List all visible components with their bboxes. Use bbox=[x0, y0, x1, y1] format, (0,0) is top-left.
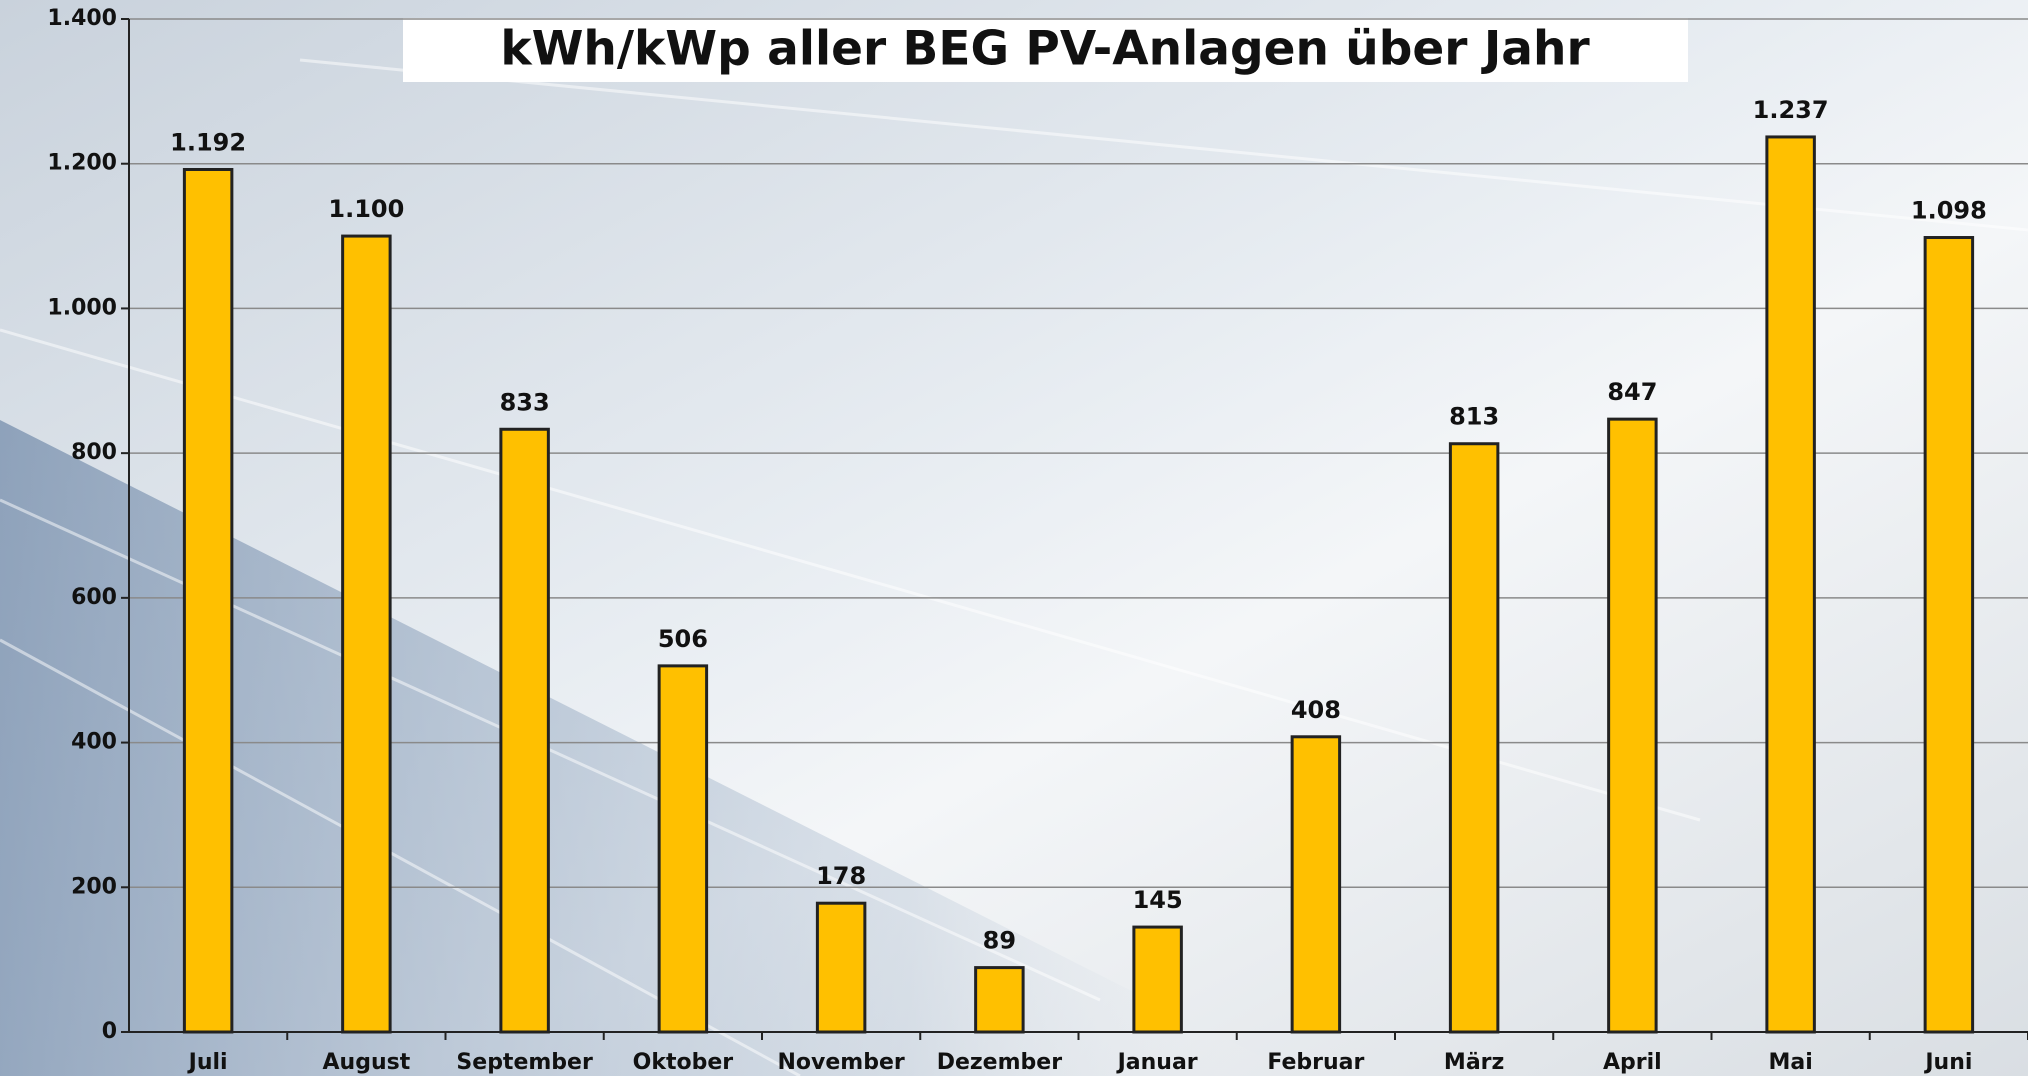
y-tick-label: 200 bbox=[71, 874, 117, 899]
value-label: 1.237 bbox=[1753, 96, 1829, 124]
value-label: 813 bbox=[1449, 403, 1499, 431]
y-tick-label: 800 bbox=[71, 440, 117, 465]
bar bbox=[817, 903, 864, 1032]
value-label: 408 bbox=[1291, 696, 1341, 724]
y-tick-label: 0 bbox=[102, 1019, 117, 1044]
y-tick-label: 600 bbox=[71, 585, 117, 610]
bar bbox=[976, 968, 1023, 1032]
value-label: 145 bbox=[1133, 886, 1183, 914]
bar bbox=[1292, 737, 1339, 1032]
value-label: 506 bbox=[658, 625, 708, 653]
x-tick-label: Dezember bbox=[937, 1050, 1063, 1075]
x-tick-label: Mai bbox=[1768, 1050, 1812, 1075]
x-tick-label: Juli bbox=[187, 1050, 228, 1075]
bar bbox=[1609, 419, 1656, 1032]
value-label: 833 bbox=[500, 388, 550, 416]
bar bbox=[1925, 238, 1972, 1032]
x-tick-label: August bbox=[323, 1050, 411, 1075]
value-label: 1.192 bbox=[170, 129, 246, 157]
bar bbox=[343, 236, 390, 1032]
page: kWh/kWp aller BEG PV-Anlagen über Jahr 0… bbox=[0, 0, 2028, 1076]
x-tick-label: April bbox=[1603, 1050, 1662, 1075]
bar bbox=[659, 666, 706, 1032]
bar bbox=[501, 429, 548, 1032]
x-tick-label: November bbox=[778, 1050, 905, 1075]
x-tick-label: Oktober bbox=[633, 1050, 734, 1075]
y-tick-label: 1.400 bbox=[47, 6, 117, 31]
x-tick-label: Februar bbox=[1267, 1050, 1364, 1075]
bar bbox=[1767, 137, 1814, 1032]
y-tick-label: 400 bbox=[71, 730, 117, 755]
chart: kWh/kWp aller BEG PV-Anlagen über Jahr 0… bbox=[0, 0, 2028, 1076]
value-label: 1.100 bbox=[328, 195, 404, 223]
y-tick-label: 1.000 bbox=[47, 295, 117, 320]
bar bbox=[184, 170, 231, 1032]
x-tick-label: Juni bbox=[1923, 1050, 1972, 1075]
bar bbox=[1450, 444, 1497, 1032]
x-tick-label: September bbox=[456, 1050, 593, 1075]
value-label: 89 bbox=[983, 927, 1016, 955]
chart-title: kWh/kWp aller BEG PV-Anlagen über Jahr bbox=[500, 22, 1590, 77]
x-tick-label: Januar bbox=[1116, 1050, 1198, 1075]
value-label: 847 bbox=[1607, 378, 1657, 406]
bar bbox=[1134, 927, 1181, 1032]
value-label: 178 bbox=[816, 862, 866, 890]
x-tick-label: März bbox=[1444, 1050, 1504, 1075]
value-label: 1.098 bbox=[1911, 197, 1987, 225]
y-tick-label: 1.200 bbox=[47, 151, 117, 176]
